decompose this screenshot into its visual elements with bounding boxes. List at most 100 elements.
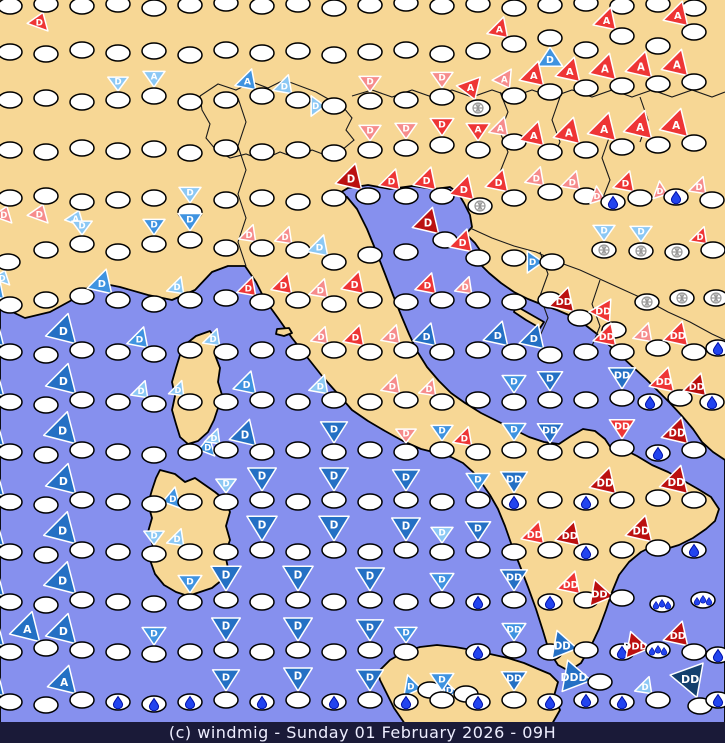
sky-oval [105, 643, 131, 661]
rain-drop-icon [705, 597, 713, 606]
sky-oval [501, 249, 527, 267]
sky-oval [177, 231, 203, 249]
weather-station: D [414, 272, 455, 309]
weather-station [249, 189, 275, 207]
rain-drop-icon [712, 341, 724, 356]
sky-oval [249, 143, 275, 161]
wind-pennant-d [42, 560, 77, 595]
weather-station: D [141, 486, 182, 513]
sky-oval [681, 23, 707, 41]
sky-oval [33, 639, 59, 657]
sky-oval [393, 293, 419, 311]
sky-oval [69, 139, 95, 157]
rain-drop-icon [256, 695, 268, 710]
weather-station: D [270, 272, 311, 309]
sky-oval [105, 291, 131, 309]
sky-oval [321, 593, 347, 611]
sky-oval [213, 493, 239, 511]
wind-pennant-ddd [561, 659, 592, 693]
wind-pennant-d [318, 515, 350, 542]
rain-drop-icon [699, 595, 707, 604]
wind-pennant-d [178, 186, 202, 204]
weather-station [609, 0, 635, 15]
weather-station [177, 493, 203, 511]
sky-oval [249, 491, 275, 509]
wind-pennant-d [0, 378, 5, 397]
sky-oval [537, 83, 563, 101]
sky-oval [645, 37, 671, 55]
weather-station [321, 693, 347, 711]
weather-station [249, 341, 275, 359]
wind-pennant-dd [608, 418, 636, 440]
rain-drop-icon [670, 190, 682, 205]
wind-pennant-d [282, 565, 314, 592]
weather-station [357, 493, 383, 511]
weather-station [465, 42, 491, 60]
weather-station: D [310, 95, 347, 117]
wind-pennant-d [430, 71, 454, 89]
wind-pennant-a [465, 122, 491, 142]
sky-oval [285, 193, 311, 211]
wind-pennant-a [8, 610, 41, 643]
weather-station [645, 0, 671, 13]
sky-oval [429, 441, 455, 459]
sky-oval [141, 495, 167, 513]
wind-pennant-a [455, 76, 481, 101]
rain-drop-icon [654, 645, 662, 654]
wind-pennant-d [687, 175, 707, 195]
wind-pennant-d [236, 276, 257, 297]
sky-oval [609, 491, 635, 509]
weather-station [357, 393, 383, 411]
sky-oval [393, 593, 419, 611]
sky-oval [69, 441, 95, 459]
sky-oval [537, 346, 563, 364]
sky-oval [141, 295, 167, 313]
weather-station [213, 239, 239, 257]
sky-oval [0, 643, 23, 661]
sky-oval [393, 41, 419, 59]
sky-oval [0, 543, 23, 561]
wind-pennant-d [380, 374, 401, 395]
weather-station [649, 595, 675, 613]
sky-oval [393, 643, 419, 661]
weather-station: D [0, 428, 23, 461]
weather-station: D [210, 565, 242, 609]
sky-oval [0, 693, 23, 711]
weather-station [465, 593, 491, 611]
sky-oval [681, 73, 707, 91]
wind-pennant-d [536, 370, 564, 392]
weather-station: DD [554, 520, 599, 561]
sky-oval [501, 343, 527, 361]
rain-drop-icon [544, 595, 556, 610]
wind-pennant-d [44, 362, 77, 395]
wind-pennant-d [308, 278, 329, 299]
sky-oval [501, 543, 527, 561]
weather-station [141, 42, 167, 60]
weather-station [321, 46, 347, 64]
sky-oval [213, 441, 239, 459]
sky-oval [177, 144, 203, 162]
sky-oval [465, 341, 491, 359]
sky-oval [321, 391, 347, 409]
weather-station [177, 0, 203, 14]
sky-oval [0, 493, 23, 511]
sky-oval [357, 291, 383, 309]
weather-station [573, 41, 599, 59]
sky-oval [393, 391, 419, 409]
sky-oval [573, 391, 599, 409]
weather-station [105, 0, 131, 13]
sky-oval [573, 441, 599, 459]
sky-oval [465, 249, 491, 267]
weather-station [573, 0, 599, 12]
weather-station [33, 143, 59, 161]
sky-oval [213, 0, 239, 12]
weather-station: A [0, 628, 23, 661]
weather-station: D [282, 667, 314, 709]
weather-station: D [272, 74, 311, 109]
sky-oval [429, 136, 455, 154]
sky-oval [141, 189, 167, 207]
sky-oval [141, 235, 167, 253]
sky-oval [609, 439, 635, 457]
sky-oval [429, 291, 455, 309]
